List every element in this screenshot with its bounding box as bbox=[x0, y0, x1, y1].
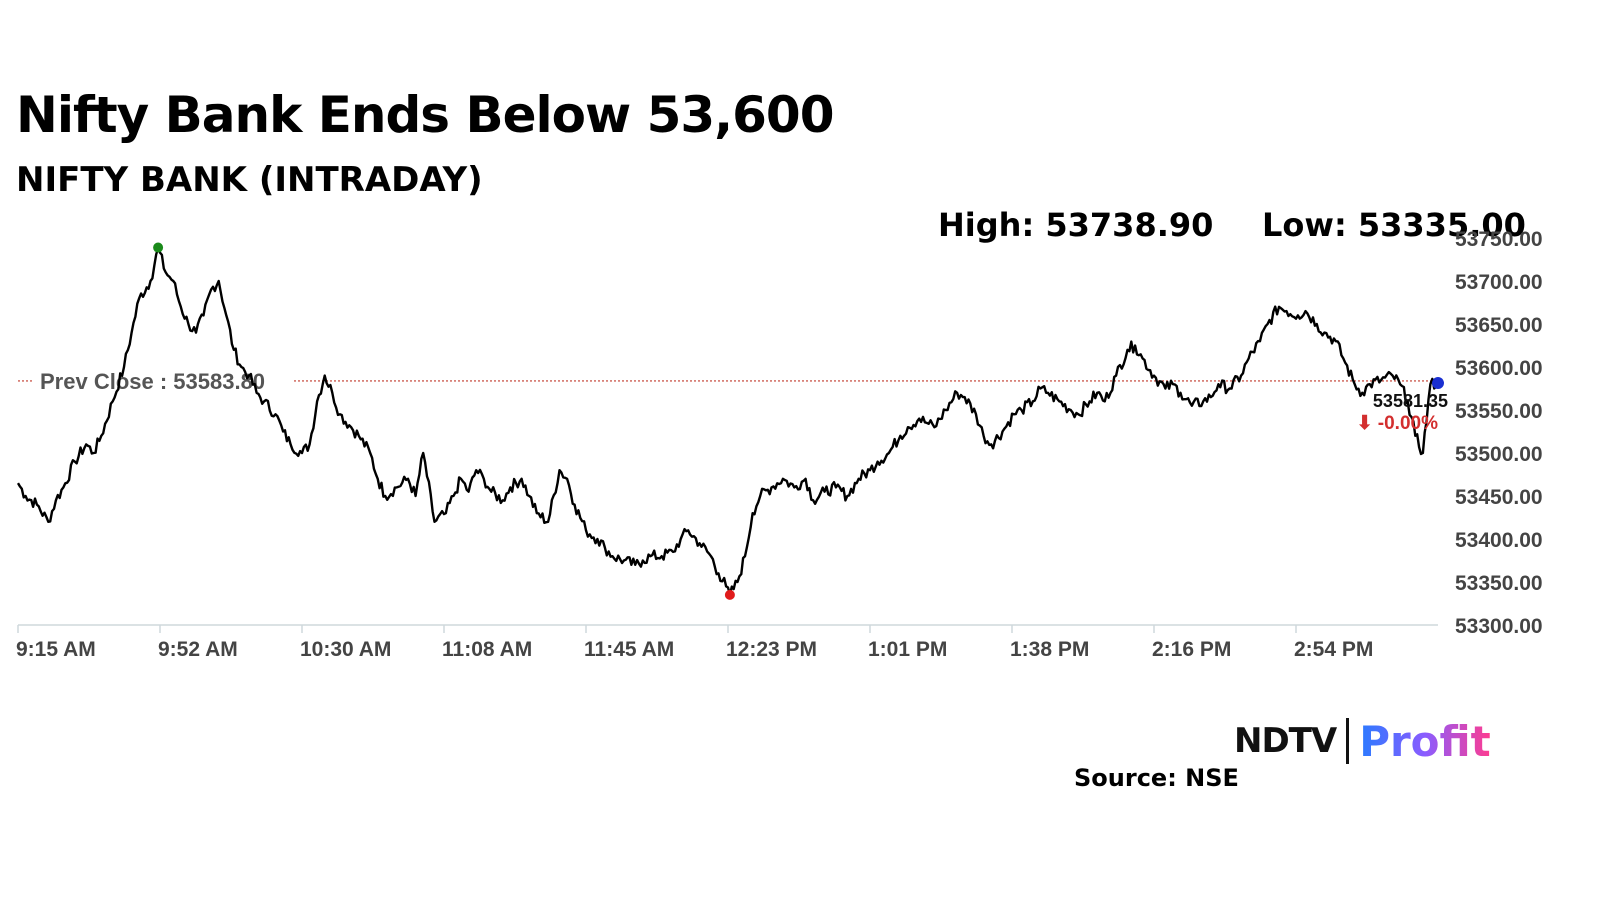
x-tick-label: 9:52 AM bbox=[158, 638, 238, 661]
y-tick-label: 53700.00 bbox=[1455, 271, 1543, 294]
high-marker bbox=[153, 242, 164, 253]
low-value-label: Low: 53335.00 bbox=[1262, 206, 1526, 244]
y-tick-label: 53400.00 bbox=[1455, 529, 1543, 552]
change-percent-label: ⬇ -0.00% bbox=[1357, 413, 1439, 434]
y-tick-label: 53500.00 bbox=[1455, 443, 1543, 466]
logo-ndtv-text: NDTV bbox=[1234, 721, 1337, 761]
chart-title: Nifty Bank Ends Below 53,600 bbox=[16, 86, 835, 144]
source-note: Source: NSE bbox=[1074, 764, 1239, 792]
logo-divider bbox=[1346, 718, 1350, 764]
x-tick-label: 12:23 PM bbox=[726, 638, 817, 661]
chart-subtitle: NIFTY BANK (INTRADAY) bbox=[16, 160, 483, 200]
x-tick-label: 2:54 PM bbox=[1294, 638, 1373, 661]
y-tick-label: 53750.00 bbox=[1455, 228, 1543, 251]
logo-profit-text: Profit bbox=[1359, 716, 1491, 766]
ndtv-profit-logo: NDTV Profit bbox=[1234, 712, 1491, 770]
y-tick-label: 53550.00 bbox=[1455, 400, 1543, 423]
y-tick-label: 53350.00 bbox=[1455, 572, 1543, 595]
x-tick-label: 1:01 PM bbox=[868, 638, 947, 661]
last-price-label: 53581.35 bbox=[1373, 391, 1448, 411]
y-tick-label: 53600.00 bbox=[1455, 357, 1543, 380]
x-tick-label: 1:38 PM bbox=[1010, 638, 1089, 661]
y-tick-label: 53300.00 bbox=[1455, 615, 1543, 638]
prev-close-label: Prev Close : 53583.80 bbox=[40, 369, 265, 394]
y-tick-label: 53450.00 bbox=[1455, 486, 1543, 509]
x-tick-label: 11:45 AM bbox=[584, 638, 674, 661]
prev-close-label-bg bbox=[32, 365, 294, 394]
x-tick-label: 2:16 PM bbox=[1152, 638, 1231, 661]
x-tick-label: 9:15 AM bbox=[16, 638, 96, 661]
y-tick-label: 53650.00 bbox=[1455, 314, 1543, 337]
x-tick-label: 10:30 AM bbox=[300, 638, 391, 661]
x-tick-label: 11:08 AM bbox=[442, 638, 532, 661]
price-line bbox=[16, 247, 1440, 597]
high-value-label: High: 53738.90 bbox=[938, 206, 1214, 244]
last-price-marker bbox=[1432, 377, 1444, 390]
low-marker bbox=[724, 589, 735, 600]
